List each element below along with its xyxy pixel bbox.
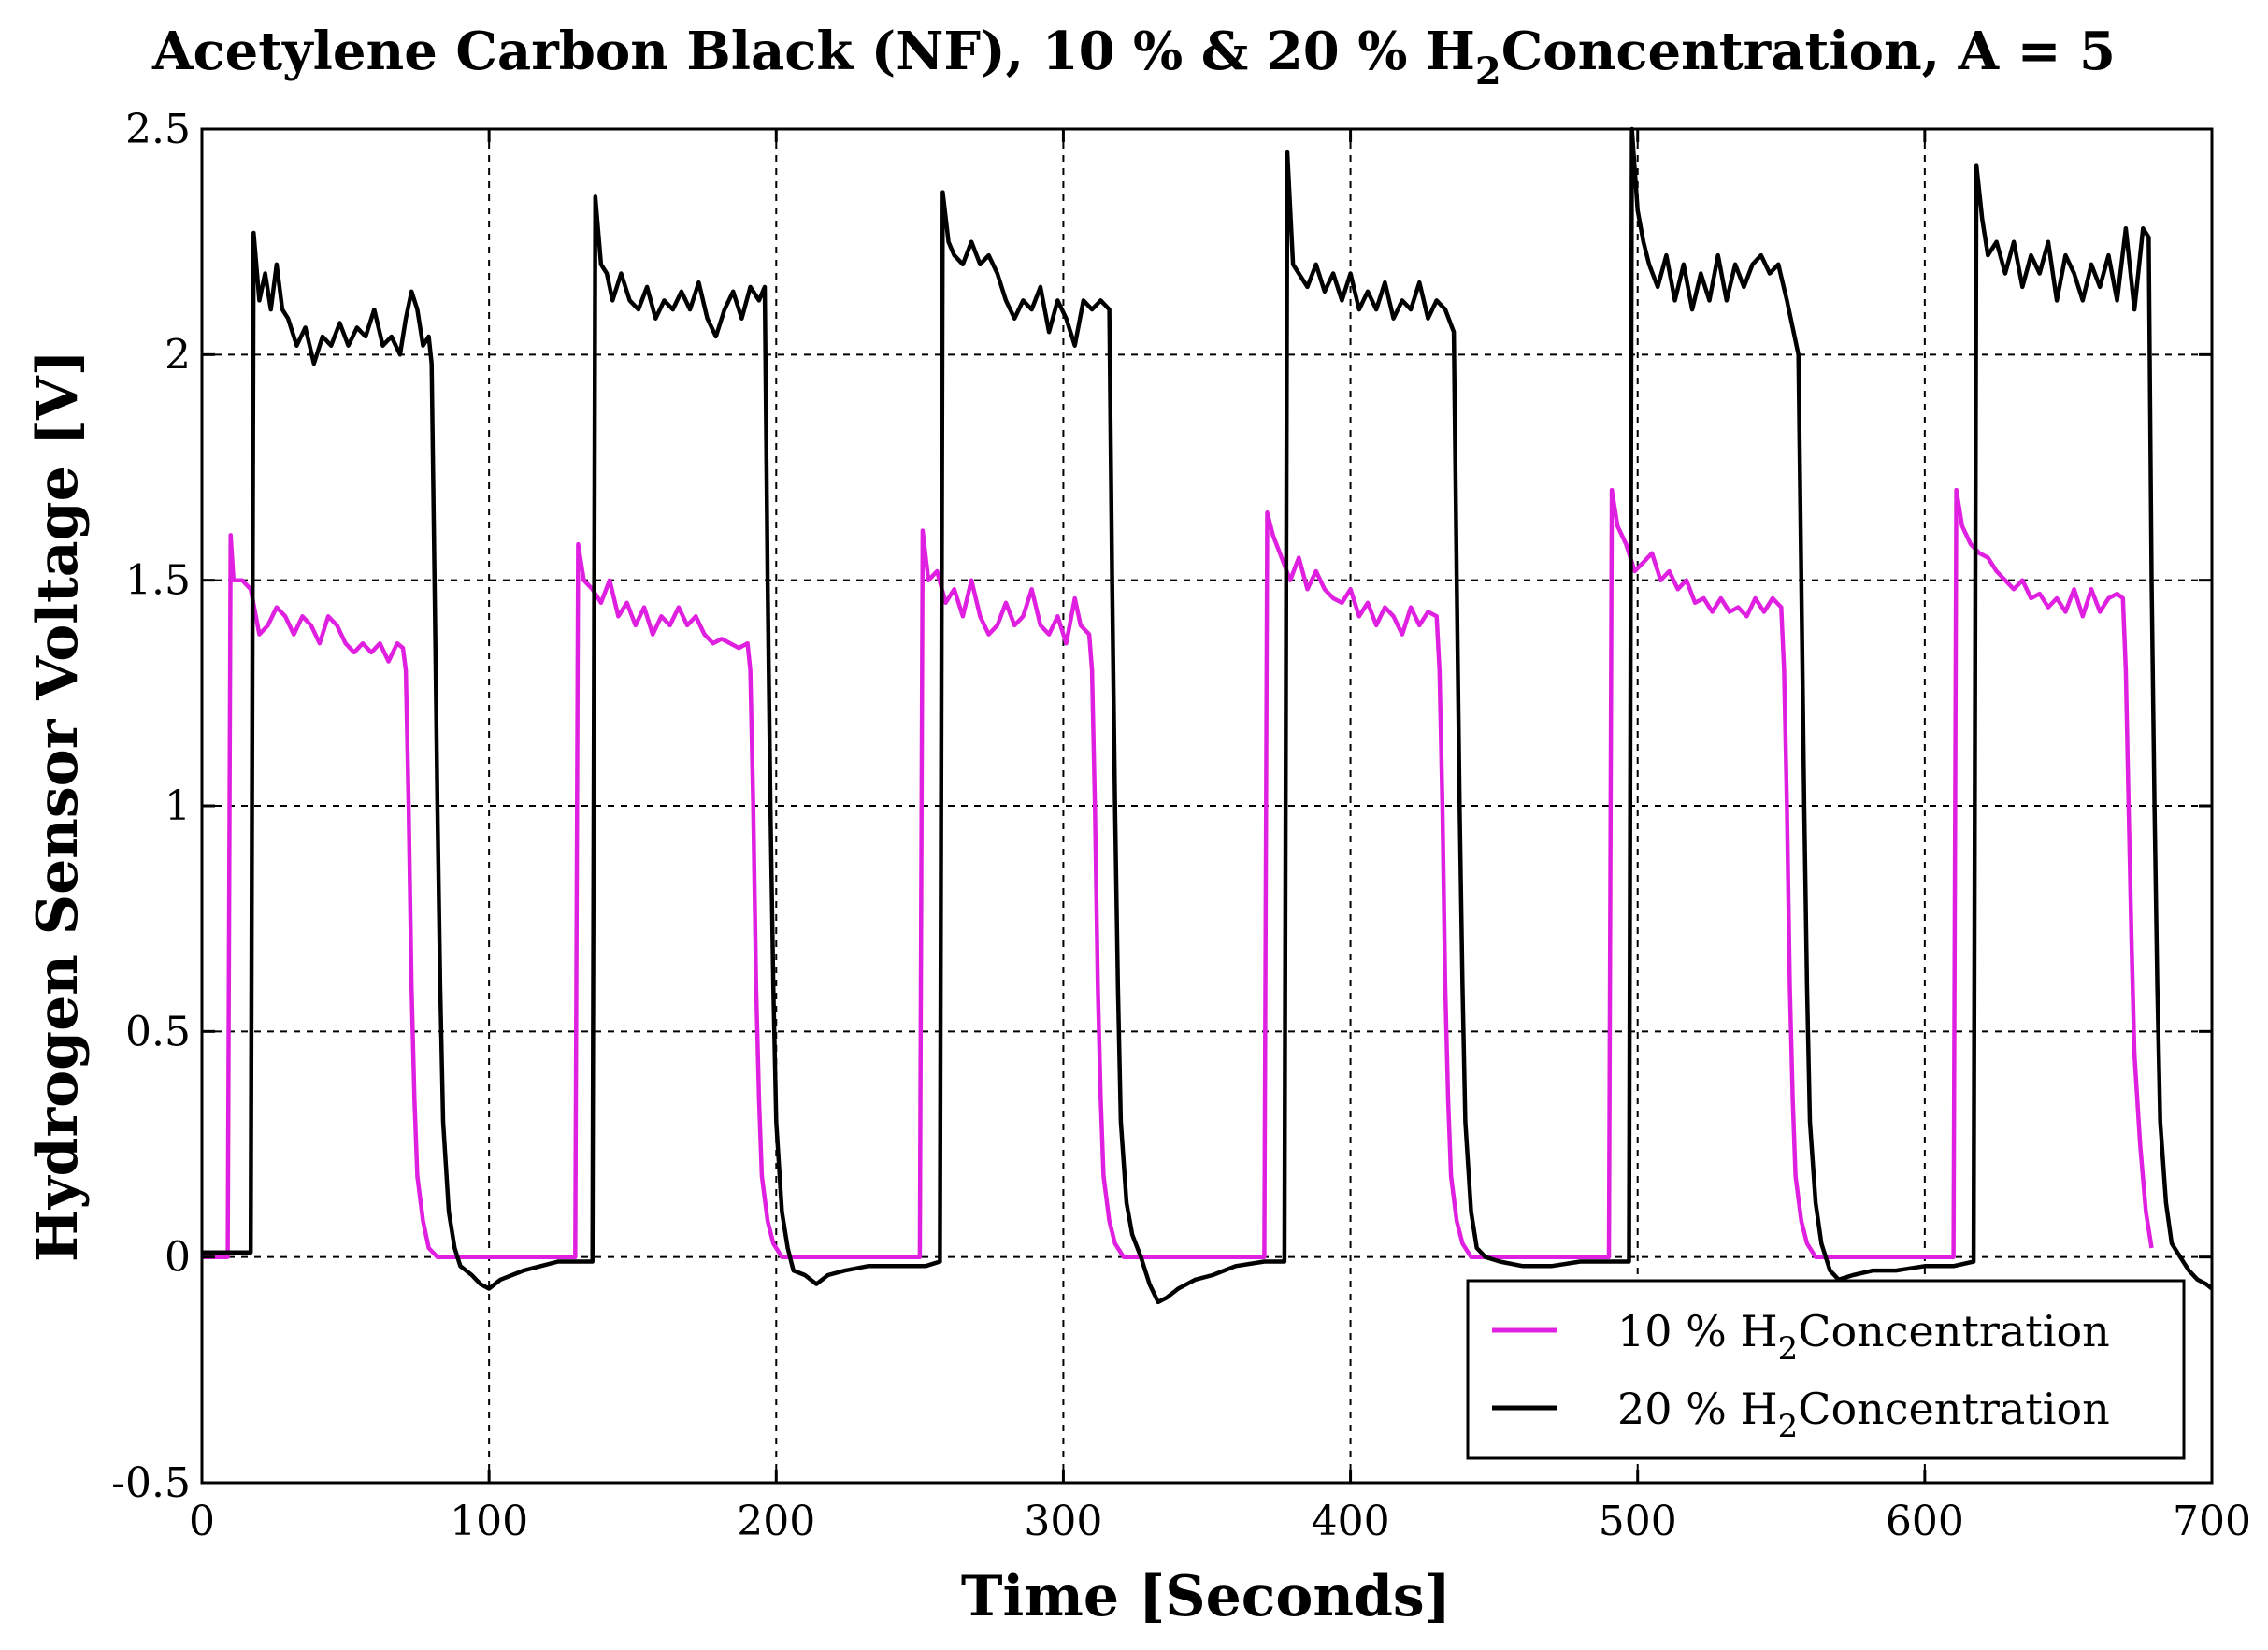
series-line-10-percent [202,487,2154,1259]
y-tick-label: 1.5 [125,557,191,605]
series-group [202,126,2214,1305]
x-tick-label: 100 [450,1498,528,1545]
y-tick-label: 2.5 [125,106,191,153]
legend: 10 % H2Concentration 20 % H2Concentratio… [1466,1279,2186,1460]
axis-ticks: 0 100 200 300 400 500 600 700-0.500.511.522.5 [111,106,2251,1545]
x-tick-label: 500 [1599,1498,1677,1545]
chart-title: Acetylene Carbon Black (NF), 10 % & 20 %… [151,21,2116,93]
y-axis-label: Hydrogen Sensor Voltage [V] [25,350,91,1262]
y-tick-label: 1 [165,782,191,830]
y-tick-label: 0 [165,1234,191,1282]
x-tick-label: 600 [1886,1498,1964,1545]
grid-lines [202,129,2212,1483]
y-tick-label: 0.5 [125,1008,191,1055]
y-tick-label: 2 [165,331,191,379]
x-tick-label: 700 [2173,1498,2251,1545]
series-line-20-percent [202,126,2214,1305]
x-tick-label: 400 [1312,1498,1390,1545]
x-axis-label: Time [Seconds] [961,1564,1451,1629]
x-tick-label: 0 [189,1498,215,1545]
x-tick-label: 300 [1024,1498,1102,1545]
y-tick-label: -0.5 [111,1459,191,1507]
legend-box [1466,1279,2186,1460]
legend-label-20-percent: 20 % H2Concentration [1617,1384,2110,1445]
x-tick-label: 200 [737,1498,815,1545]
legend-label-10-percent: 10 % H2Concentration [1617,1306,2110,1368]
